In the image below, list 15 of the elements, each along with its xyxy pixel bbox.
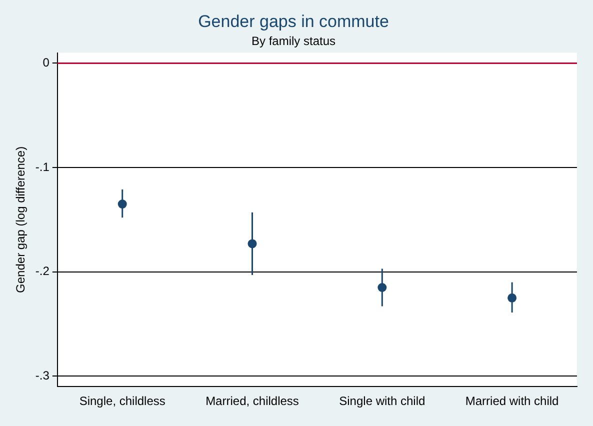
point <box>508 293 517 302</box>
y-tick-label: -.3 <box>35 368 50 382</box>
point <box>378 283 387 292</box>
point <box>118 200 127 209</box>
y-tick-label: -.2 <box>35 264 50 278</box>
x-tick-label: Married, childless <box>206 394 299 408</box>
y-axis-title: Gender gap (log difference) <box>14 146 28 293</box>
x-tick-label: Single, childless <box>79 394 166 408</box>
point <box>248 239 257 248</box>
y-tick-label: -.1 <box>35 160 50 174</box>
chart-subtitle: By family status <box>251 34 336 48</box>
x-tick-label: Married with child <box>465 394 559 408</box>
y-tick-label: 0 <box>42 56 50 70</box>
x-tick-label: Single with child <box>339 394 426 408</box>
chart-title: Gender gaps in commute <box>198 12 389 31</box>
